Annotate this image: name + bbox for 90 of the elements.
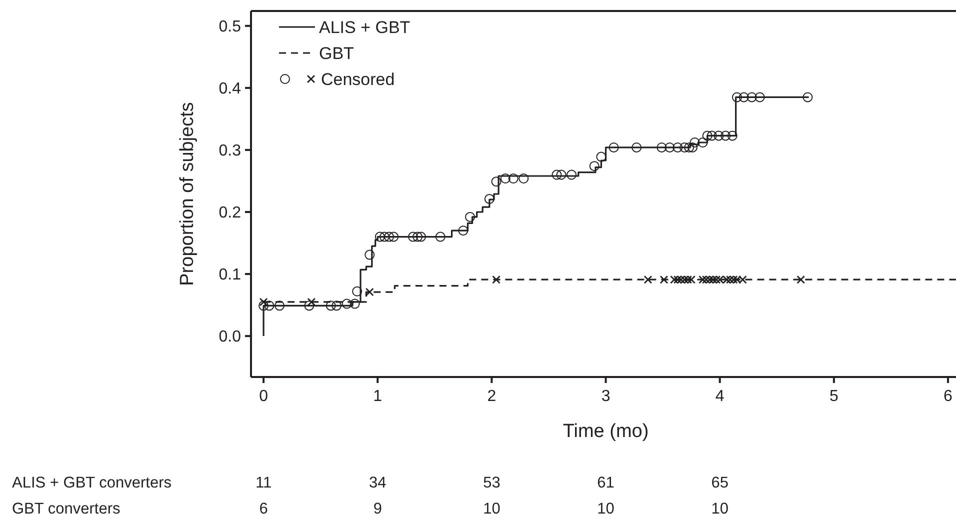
text: 53 (483, 474, 500, 492)
point (518, 173, 529, 184)
text: ALIS + GBT converters (12, 474, 172, 492)
y-tick-label: 0.3 (218, 142, 242, 160)
x-tick-label: 1 (373, 388, 382, 405)
point (304, 300, 314, 311)
point (727, 130, 738, 141)
legend-label: Censored (321, 70, 395, 89)
point (491, 176, 502, 187)
y-tick-label: 0.2 (218, 204, 242, 222)
point (720, 130, 731, 141)
text: 61 (597, 474, 614, 492)
point (596, 152, 606, 162)
point (350, 298, 360, 309)
point (384, 232, 394, 242)
point (716, 276, 724, 284)
point (435, 232, 446, 242)
text: GBT converters (12, 500, 120, 514)
point (416, 232, 426, 242)
point (274, 300, 285, 311)
point (332, 300, 342, 311)
point (342, 298, 352, 309)
point (566, 170, 577, 180)
x-tick-label: 3 (601, 388, 610, 405)
point (690, 138, 700, 148)
x-tick-label: 4 (715, 388, 724, 405)
point (458, 226, 468, 236)
point (714, 130, 724, 141)
point (366, 288, 374, 296)
x-tick-label: 0 (259, 388, 268, 405)
point (738, 276, 747, 284)
legend-label: GBT (319, 44, 354, 63)
point (508, 173, 518, 184)
y-tick-label: 0.5 (218, 18, 242, 36)
point (484, 194, 494, 204)
text: 10 (483, 500, 501, 514)
point (379, 232, 390, 242)
text: 65 (711, 474, 728, 492)
point (754, 92, 765, 102)
point (660, 276, 668, 284)
point (552, 170, 562, 180)
point (738, 92, 749, 102)
point (412, 232, 423, 242)
y-tick-label: 0.4 (218, 80, 242, 98)
point (258, 300, 269, 311)
point (374, 232, 385, 242)
legend-label: ALIS + GBT (319, 18, 410, 37)
point (500, 173, 510, 184)
point (672, 142, 683, 152)
x-tick-label: 5 (829, 388, 838, 405)
y-axis-title: Proportion of subjects (177, 102, 198, 286)
text: 34 (369, 474, 387, 492)
point (326, 300, 336, 311)
point (679, 142, 690, 152)
point (352, 286, 362, 296)
text: 10 (597, 500, 615, 514)
point (589, 161, 600, 172)
x-axis-title: Time (mo) (562, 421, 649, 442)
point (260, 298, 268, 306)
text: 9 (373, 500, 382, 514)
point (364, 250, 375, 260)
point (556, 170, 566, 180)
x-tick-label: 6 (944, 388, 953, 405)
text: 11 (256, 474, 272, 492)
point (706, 130, 717, 141)
point (687, 276, 696, 284)
point (698, 138, 708, 148)
point (684, 142, 694, 152)
point (492, 276, 500, 284)
y-tick-label: 0.1 (218, 266, 242, 284)
point (656, 142, 667, 152)
y-tick-label: 0.0 (218, 328, 242, 346)
point (746, 92, 757, 102)
point (644, 276, 652, 284)
point (664, 142, 675, 152)
point (408, 232, 418, 242)
point (264, 300, 274, 311)
point (388, 232, 399, 242)
text: 6 (259, 500, 268, 514)
point (802, 92, 813, 102)
point (702, 130, 712, 141)
point (687, 142, 698, 152)
point (465, 212, 476, 222)
point (732, 92, 742, 102)
text: 10 (711, 500, 729, 514)
point (608, 142, 619, 152)
point (796, 276, 805, 284)
point (632, 142, 642, 152)
point (307, 298, 316, 306)
x-tick-label: 2 (487, 388, 496, 405)
